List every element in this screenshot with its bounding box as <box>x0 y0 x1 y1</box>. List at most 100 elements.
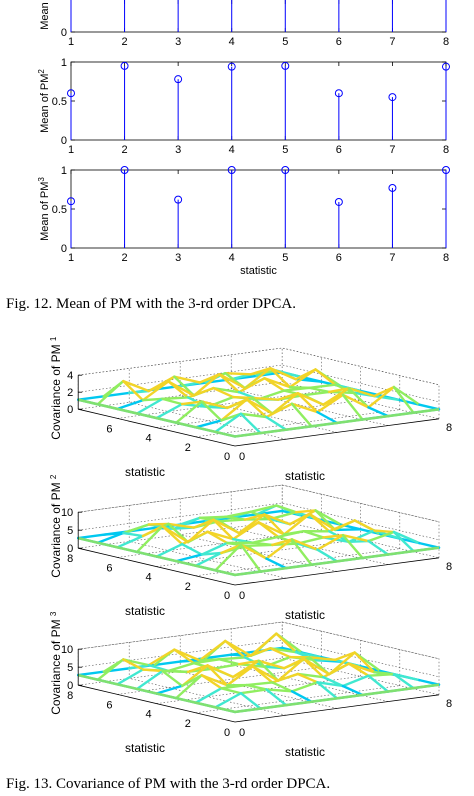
mesh-edge <box>239 412 268 419</box>
mesh-edge <box>76 533 105 540</box>
mesh-edge <box>316 681 345 688</box>
mesh-edge <box>200 551 223 556</box>
mesh-edge <box>392 385 415 414</box>
mesh-edge <box>282 386 311 392</box>
y-tick-label: 0 <box>61 27 67 39</box>
floor-grid-line <box>195 409 400 438</box>
y-tick-label: 0 <box>61 243 67 255</box>
y-tick-label: 0.5 <box>52 204 67 216</box>
mesh-edge <box>198 639 227 662</box>
x-axis-label: statistic <box>285 608 325 622</box>
mesh-edge <box>218 518 247 523</box>
mesh-edge <box>275 632 298 654</box>
y-tick-label: 0 <box>224 590 230 602</box>
y-axis-label: statistic <box>125 741 165 755</box>
x-tick-label: 8 <box>443 144 449 156</box>
y-tick-label: 0.5 <box>52 96 67 108</box>
mesh-edge <box>392 673 415 690</box>
mesh-edge <box>200 673 223 690</box>
mesh-edge <box>257 659 280 682</box>
mesh-edge <box>308 512 331 533</box>
x-tick-label: 5 <box>282 36 288 48</box>
mesh-edge <box>245 543 274 547</box>
mesh-edge <box>265 402 294 419</box>
z-axis-label: Covariance of PM 3 <box>49 611 64 715</box>
y-tick-label: 4 <box>146 572 152 584</box>
x-tick-label: 1 <box>68 144 74 156</box>
stem-chart-2: 1 2 3 4 5 6 7 8 0 0.5 1 Mean of PM2 <box>37 57 450 156</box>
y-tick-label: 8 <box>67 553 73 565</box>
x-tick-label: 2 <box>122 144 128 156</box>
mesh-edge <box>224 372 253 376</box>
mesh-edge <box>341 393 364 421</box>
mesh-edge <box>277 657 305 682</box>
z-tick-label: 4 <box>67 370 73 382</box>
mesh-edge <box>122 379 145 402</box>
mesh-edge <box>212 386 235 399</box>
mesh-edge <box>192 658 221 665</box>
stem-chart-1: 1 2 3 4 5 6 7 8 0 Mean <box>39 0 449 48</box>
floor-grid-line <box>129 402 287 440</box>
mesh-edge <box>341 533 364 560</box>
mesh-edge <box>328 519 356 533</box>
mesh-edge <box>122 531 145 538</box>
stem-marker <box>281 61 290 70</box>
mesh-edge <box>290 690 313 703</box>
x-tick-label: 8 <box>446 422 452 434</box>
mesh-edge <box>174 400 203 424</box>
mesh-edge <box>392 673 421 682</box>
mesh-edge <box>245 398 268 419</box>
mesh-edge <box>141 668 164 673</box>
mesh-edge <box>353 519 376 532</box>
mesh-edge <box>167 380 190 399</box>
stem-marker <box>442 166 450 174</box>
mesh-edge <box>231 521 260 541</box>
stem-marker <box>442 62 450 71</box>
mesh-edge <box>200 541 229 556</box>
mesh-edge <box>290 402 313 428</box>
y-axis-label: statistic <box>125 465 165 479</box>
mesh-edge <box>220 683 249 690</box>
x-tick-label: 1 <box>68 252 74 264</box>
mesh-edge <box>392 530 421 545</box>
mesh-edge <box>316 533 345 551</box>
x-tick-label: 5 <box>282 252 288 264</box>
mesh-edge <box>161 397 184 406</box>
stem-marker <box>281 166 290 174</box>
mesh-edge <box>127 389 151 395</box>
mesh-edge <box>243 513 266 521</box>
mesh-edge <box>314 368 337 386</box>
z-axis-label: Covariance of PM 1 <box>49 336 64 440</box>
z-tick-label: 10 <box>61 644 73 656</box>
mesh-edge <box>141 397 164 402</box>
mesh-edge <box>341 393 370 409</box>
mesh-edge <box>96 531 125 544</box>
mesh-edge <box>257 521 280 539</box>
mesh-edge <box>147 522 170 526</box>
mesh-edge <box>161 396 190 401</box>
mesh-edge <box>116 668 145 686</box>
y-tick-label: 6 <box>106 423 112 435</box>
mesh-edge <box>263 655 292 668</box>
mesh-edge <box>174 673 203 700</box>
mesh-edge <box>302 657 325 679</box>
y-tick-label: 0 <box>61 135 67 147</box>
y-tick-label: 4 <box>146 433 152 445</box>
mesh-edge <box>239 543 268 560</box>
mesh-edge <box>308 656 337 662</box>
mesh-edge <box>96 379 125 406</box>
stem-marker <box>334 197 343 206</box>
mesh-edge <box>141 380 170 402</box>
mesh-edge <box>76 395 105 401</box>
mesh-edge <box>269 367 292 389</box>
mesh-edge <box>328 387 350 394</box>
x-tick-label: 8 <box>446 561 452 573</box>
mesh-edge <box>251 535 280 544</box>
mesh-edge <box>174 553 203 563</box>
x-axis-label: statistic <box>240 265 277 277</box>
y-tick-label: 2 <box>185 581 191 593</box>
y-tick-label: 1 <box>61 165 67 177</box>
mesh-edge <box>180 542 203 556</box>
mesh-edge <box>347 529 376 544</box>
mesh-edge <box>220 398 249 422</box>
